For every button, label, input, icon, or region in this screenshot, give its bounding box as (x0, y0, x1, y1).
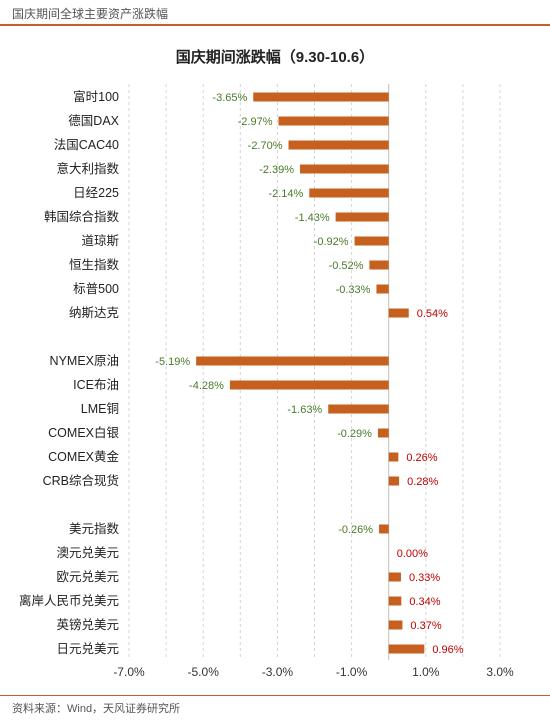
data-label: -1.63% (287, 404, 322, 416)
data-label: -2.39% (259, 164, 294, 176)
bar (354, 236, 389, 246)
category-label: 法国CAC40 (54, 138, 119, 152)
category-label: 道琼斯 (81, 233, 119, 248)
category-label: 英镑兑美元 (56, 617, 119, 632)
category-label: 纳斯达克 (69, 306, 119, 320)
data-label: -3.65% (212, 92, 247, 104)
x-tick-label: -1.0% (336, 665, 368, 679)
bar (388, 644, 425, 654)
bar (300, 164, 389, 174)
data-label: -0.26% (338, 524, 373, 536)
bar (388, 308, 409, 318)
bar (278, 116, 389, 126)
data-label: 0.96% (432, 644, 463, 656)
x-tick-label: -3.0% (262, 665, 294, 679)
category-label: 欧元兑美元 (56, 570, 119, 584)
data-label: -4.28% (189, 380, 224, 392)
category-label: 美元指数 (69, 521, 120, 536)
data-label: 0.34% (409, 596, 440, 608)
data-label: -0.33% (336, 284, 371, 296)
bar (196, 356, 389, 366)
data-label: -2.70% (248, 140, 283, 152)
data-label: -0.92% (314, 236, 349, 248)
chart-title: 国庆期间涨跌幅（9.30-10.6） (175, 49, 375, 66)
bar (253, 92, 389, 102)
category-label: 德国DAX (68, 113, 119, 128)
bar (377, 428, 389, 438)
category-label: 离岸人民币兑美元 (19, 593, 119, 608)
bar (288, 140, 389, 150)
category-label: 意大利指数 (56, 161, 119, 176)
header-divider (0, 24, 550, 26)
x-tick-label: -7.0% (113, 665, 145, 679)
category-label: COMEX黄金 (48, 449, 119, 464)
bar (309, 188, 389, 198)
x-tick-label: -5.0% (188, 665, 220, 679)
category-label: 日元兑美元 (56, 642, 119, 656)
data-label: 0.33% (409, 572, 440, 584)
category-label: 富时100 (73, 89, 119, 104)
data-label: -5.19% (155, 356, 190, 368)
bar (369, 260, 389, 270)
data-label: -0.52% (329, 260, 364, 272)
bar (376, 284, 389, 294)
data-label: 0.37% (410, 620, 441, 632)
bar (328, 404, 389, 414)
footer-divider (0, 695, 550, 696)
bar (388, 476, 400, 486)
data-label: -2.14% (268, 188, 303, 200)
category-label: COMEX白银 (48, 425, 119, 440)
data-label: 0.00% (397, 548, 428, 560)
category-label: 日经225 (73, 186, 119, 200)
category-label: CRB综合现货 (43, 473, 119, 488)
category-label: ICE布油 (73, 378, 119, 392)
category-label: LME铜 (81, 401, 119, 416)
bar (388, 620, 403, 630)
category-label: 澳元兑美元 (56, 546, 119, 560)
bar (388, 452, 399, 462)
header-title: 国庆期间全球主要资产涨跌幅 (12, 7, 169, 21)
category-label: 恒生指数 (69, 257, 120, 272)
data-label: 0.54% (417, 308, 448, 320)
category-label: NYMEX原油 (50, 354, 119, 368)
data-label: 0.28% (407, 476, 438, 488)
data-label: -1.43% (295, 212, 330, 224)
data-label: 0.26% (406, 452, 437, 464)
bar (335, 212, 389, 222)
source-note: 资料来源：Wind，天风证券研究所 (12, 703, 181, 715)
bar (229, 380, 389, 390)
bar (388, 596, 402, 606)
bar (379, 524, 389, 534)
x-tick-label: 1.0% (412, 665, 440, 679)
data-label: -2.97% (238, 116, 273, 128)
category-label: 韩国综合指数 (44, 209, 120, 224)
data-label: -0.29% (337, 428, 372, 440)
bar (388, 572, 401, 582)
category-label: 标普500 (73, 282, 119, 296)
x-tick-label: 3.0% (486, 665, 514, 679)
